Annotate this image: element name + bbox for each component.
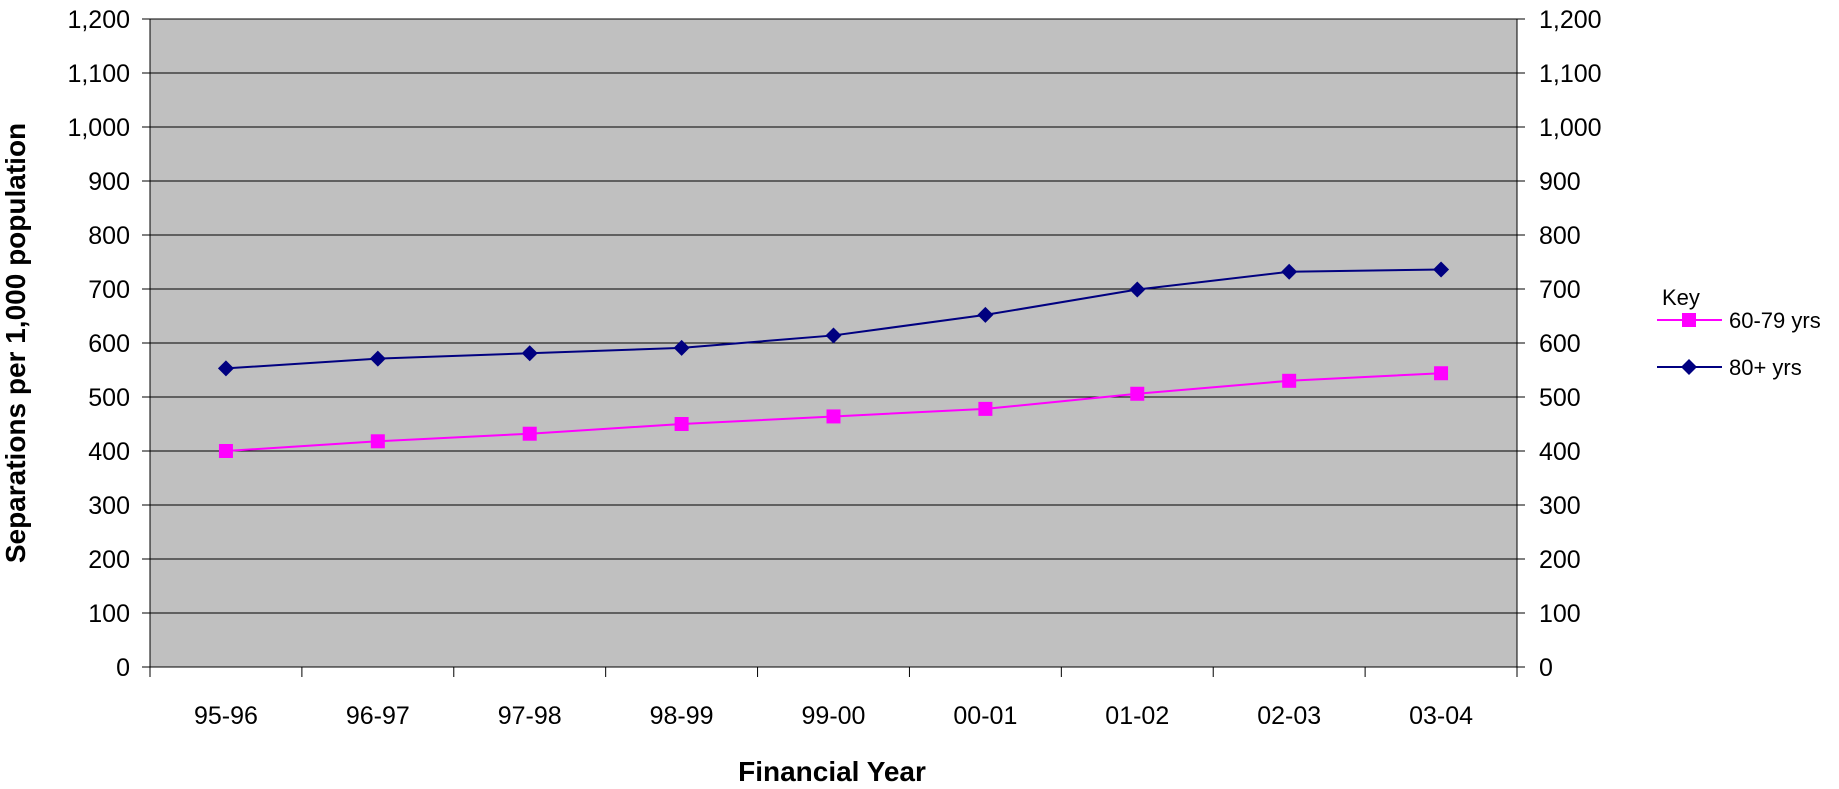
data-point [674, 417, 689, 431]
series-markers [217, 261, 1450, 458]
x-tick-label: 98-99 [650, 702, 714, 730]
x-tick-label: 02-03 [1257, 702, 1321, 730]
y-tick-label-right: 400 [1539, 438, 1581, 466]
y-tick-label-right: 300 [1539, 492, 1581, 520]
y-tick-label-right: 1,100 [1539, 60, 1602, 88]
y-tick-label-right: 900 [1539, 168, 1581, 196]
y-tick-label-right: 500 [1539, 384, 1581, 412]
data-point [1282, 373, 1297, 388]
x-tick-label: 96-97 [346, 702, 410, 730]
y-tick-label-left: 400 [88, 438, 130, 466]
x-tick-label: 00-01 [953, 702, 1017, 730]
data-point [826, 409, 841, 424]
y-tick-label-left: 1,000 [67, 114, 130, 142]
data-point [369, 350, 386, 367]
data-point [825, 327, 842, 344]
y-tick-label-left: 1,200 [67, 6, 130, 34]
y-tick-label-right: 700 [1539, 276, 1581, 304]
y-tick-label-left: 0 [116, 654, 130, 682]
legend-marker [1682, 313, 1696, 327]
y-tick-label-left: 1,100 [67, 60, 130, 88]
data-point [521, 345, 538, 362]
y-tick-label-right: 100 [1539, 600, 1581, 628]
legend: Key 60-79 yrs 80+ yrs [1657, 285, 1821, 380]
legend-label: 60-79 yrs [1729, 308, 1821, 333]
y-tick-label-right: 1,000 [1539, 114, 1602, 142]
y-tick-label-left: 300 [88, 492, 130, 520]
x-axis-title: Financial Year [738, 756, 926, 787]
y-tick-label-left: 600 [88, 330, 130, 358]
data-point [1433, 261, 1450, 278]
x-tick-label: 03-04 [1409, 702, 1473, 730]
data-point [1130, 386, 1145, 401]
data-point [1434, 366, 1449, 381]
x-tick-label: 97-98 [498, 702, 562, 730]
data-point [977, 306, 994, 323]
legend-marker [1681, 359, 1697, 375]
y-tick-label-right: 1,200 [1539, 6, 1602, 34]
x-tick-label: 95-96 [194, 702, 258, 730]
data-point [978, 401, 993, 416]
x-axis: 95-96 96-97 97-98 98-99 99-00 00-01 01-02 02-03… [149, 667, 1518, 730]
y-axis-right: 0 100 200 300 400 500 600 700 800 900 1,000 1,100 1,… [1517, 6, 1602, 682]
y-tick-label-right: 800 [1539, 222, 1581, 250]
data-point [218, 444, 233, 458]
gridlines [150, 18, 1517, 614]
y-tick-label-right: 0 [1539, 654, 1553, 682]
data-point [522, 426, 537, 441]
y-tick-label-right: 200 [1539, 546, 1581, 574]
x-tick-label: 01-02 [1105, 702, 1169, 730]
data-point [1129, 281, 1146, 298]
y-tick-label-left: 900 [88, 168, 130, 196]
y-axis-left: 0 100 200 300 400 500 600 700 800 900 1,000 1,100 1,… [67, 6, 150, 682]
y-tick-label-left: 100 [88, 600, 130, 628]
legend-title: Key [1662, 285, 1700, 310]
y-tick-label-left: 200 [88, 546, 130, 574]
data-point [1281, 263, 1298, 280]
y-tick-label-left: 700 [88, 276, 130, 304]
data-point [370, 434, 385, 449]
y-tick-label-right: 600 [1539, 330, 1581, 358]
data-point [217, 360, 234, 377]
legend-label: 80+ yrs [1729, 355, 1802, 380]
y-tick-label-left: 500 [88, 384, 130, 412]
x-tick-label: 99-00 [802, 702, 866, 730]
data-point [673, 339, 690, 356]
y-tick-label-left: 800 [88, 222, 130, 250]
y-axis-title: Separations per 1,000 population [0, 123, 31, 563]
